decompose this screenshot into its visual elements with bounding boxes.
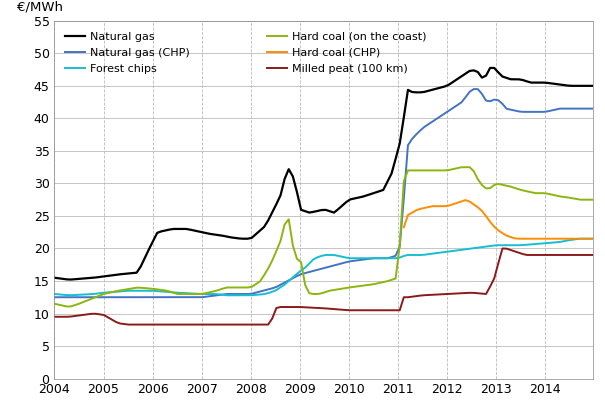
Forest chips xyxy=(236,293,243,298)
Natural gas xyxy=(120,271,128,276)
Hard coal (on the coast) xyxy=(236,285,243,290)
Natural gas xyxy=(589,83,597,88)
Hard coal (on the coast) xyxy=(589,197,597,202)
Hard coal (on the coast) xyxy=(120,287,128,292)
Milled peat (100 km) xyxy=(117,321,124,326)
Natural gas xyxy=(236,236,243,241)
Natural gas xyxy=(100,274,108,279)
Natural gas (CHP) xyxy=(232,292,239,297)
Line: Hard coal (on the coast): Hard coal (on the coast) xyxy=(54,167,593,307)
Line: Natural gas: Natural gas xyxy=(54,68,593,280)
Hard coal (on the coast) xyxy=(63,304,70,309)
Natural gas (CHP) xyxy=(486,99,494,104)
Milled peat (100 km) xyxy=(96,312,103,317)
Natural gas (CHP) xyxy=(96,295,103,300)
Natural gas xyxy=(491,65,498,70)
Hard coal (on the coast) xyxy=(462,165,469,170)
Natural gas xyxy=(220,233,227,238)
Forest chips xyxy=(96,291,103,296)
Forest chips xyxy=(51,292,58,297)
Line: Natural gas (CHP): Natural gas (CHP) xyxy=(54,89,593,297)
Natural gas xyxy=(495,70,502,75)
Natural gas (CHP) xyxy=(117,295,124,300)
Forest chips xyxy=(223,293,231,298)
Milled peat (100 km) xyxy=(125,322,132,327)
Legend: Hard coal (on the coast), Hard coal (CHP), Milled peat (100 km): Hard coal (on the coast), Hard coal (CHP… xyxy=(267,32,427,74)
Natural gas (CHP) xyxy=(51,295,58,300)
Milled peat (100 km) xyxy=(236,322,243,327)
Hard coal (on the coast) xyxy=(495,181,502,186)
Forest chips xyxy=(215,292,223,297)
Natural gas (CHP) xyxy=(470,87,477,92)
Forest chips xyxy=(117,289,124,294)
Hard coal (on the coast) xyxy=(220,286,227,291)
Forest chips xyxy=(491,243,498,248)
Hard coal (on the coast) xyxy=(51,301,58,306)
Milled peat (100 km) xyxy=(491,276,498,281)
Hard coal (CHP) xyxy=(589,236,597,241)
Forest chips xyxy=(589,236,597,241)
Line: Hard coal (CHP): Hard coal (CHP) xyxy=(404,200,593,239)
Hard coal (CHP) xyxy=(482,214,489,219)
Text: €/MWh: €/MWh xyxy=(17,1,63,14)
Milled peat (100 km) xyxy=(499,246,506,251)
Natural gas xyxy=(486,65,494,70)
Natural gas (CHP) xyxy=(589,106,597,111)
Hard coal (on the coast) xyxy=(100,292,108,297)
Line: Forest chips: Forest chips xyxy=(54,239,593,295)
Natural gas xyxy=(51,275,58,280)
Line: Milled peat (100 km): Milled peat (100 km) xyxy=(54,248,593,324)
Natural gas xyxy=(67,277,74,282)
Forest chips xyxy=(486,243,494,248)
Natural gas (CHP) xyxy=(215,292,223,297)
Milled peat (100 km) xyxy=(589,253,597,258)
Natural gas (CHP) xyxy=(491,97,498,102)
Milled peat (100 km) xyxy=(486,284,494,289)
Hard coal (CHP) xyxy=(486,219,494,224)
Milled peat (100 km) xyxy=(51,314,58,319)
Milled peat (100 km) xyxy=(220,322,227,327)
Hard coal (on the coast) xyxy=(491,183,498,188)
Forest chips xyxy=(577,236,584,241)
